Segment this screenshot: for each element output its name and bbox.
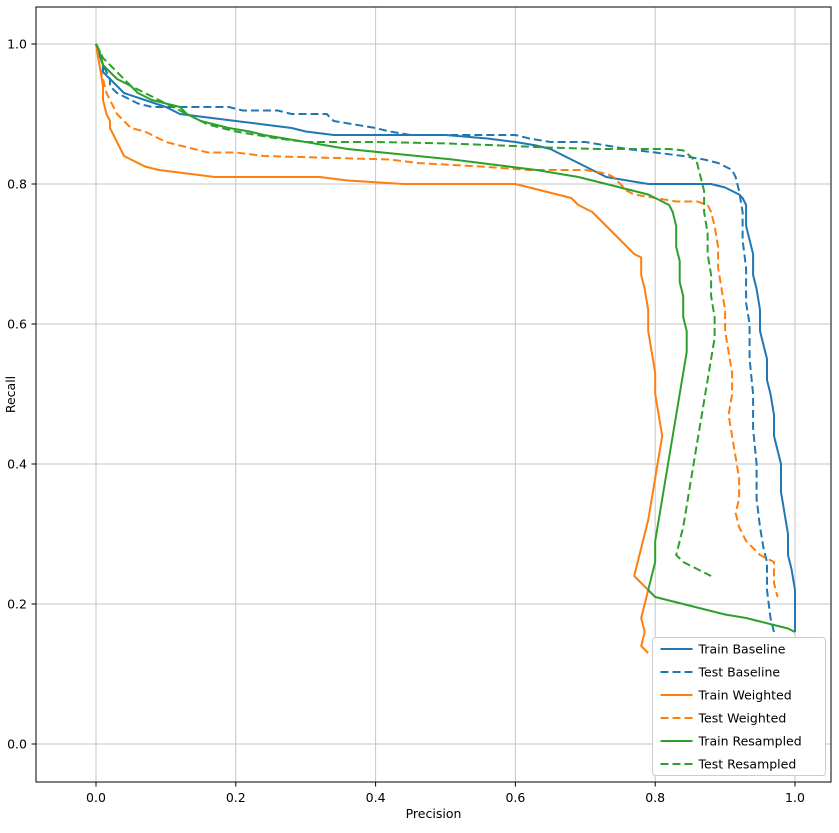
legend-label: Test Resampled xyxy=(698,757,797,772)
legend-entry-test-weighted: Test Weighted xyxy=(660,711,787,726)
x-tick-label: 0.6 xyxy=(505,790,525,805)
legend-label: Test Weighted xyxy=(698,711,787,726)
legend-entry-train-weighted: Train Weighted xyxy=(660,688,792,703)
x-tick-label: 0.4 xyxy=(366,790,386,805)
y-tick-label: 0.0 xyxy=(7,737,27,752)
axes-frame xyxy=(35,6,832,783)
x-tick-label: 1.0 xyxy=(785,790,805,805)
series-line-test-weighted xyxy=(95,43,779,598)
y-axis-label: Recall xyxy=(3,376,18,413)
y-tick-label: 1.0 xyxy=(7,37,27,52)
series-line-test-baseline xyxy=(95,43,775,633)
y-tick-label: 0.4 xyxy=(7,457,27,472)
legend-entry-test-resampled: Test Resampled xyxy=(660,757,797,772)
y-tick-label: 0.6 xyxy=(7,317,27,332)
y-tick-label: 0.8 xyxy=(7,177,27,192)
series-line-train-baseline xyxy=(95,43,796,632)
legend-label: Train Resampled xyxy=(698,734,802,749)
legend-box xyxy=(652,637,826,776)
legend-label: Train Weighted xyxy=(698,688,792,703)
legend-label: Test Baseline xyxy=(698,665,781,680)
series-line-train-resampled xyxy=(95,43,796,633)
y-tick-label: 0.2 xyxy=(7,597,27,612)
legend: Train Baseline Test Baseline Train Weighte… xyxy=(652,637,826,776)
legend-entry-test-baseline: Test Baseline xyxy=(660,665,781,680)
series-line-test-resampled xyxy=(95,43,716,577)
legend-entry-train-baseline: Train Baseline xyxy=(660,642,786,657)
legend-label: Train Baseline xyxy=(698,642,786,657)
x-axis-label: Precision xyxy=(406,806,462,821)
x-tick-label: 0.0 xyxy=(86,790,106,805)
x-tick-label: 0.8 xyxy=(645,790,665,805)
legend-entry-train-resampled: Train Resampled xyxy=(660,734,802,749)
x-tick-label: 0.2 xyxy=(226,790,246,805)
series-line-train-weighted xyxy=(95,43,664,654)
